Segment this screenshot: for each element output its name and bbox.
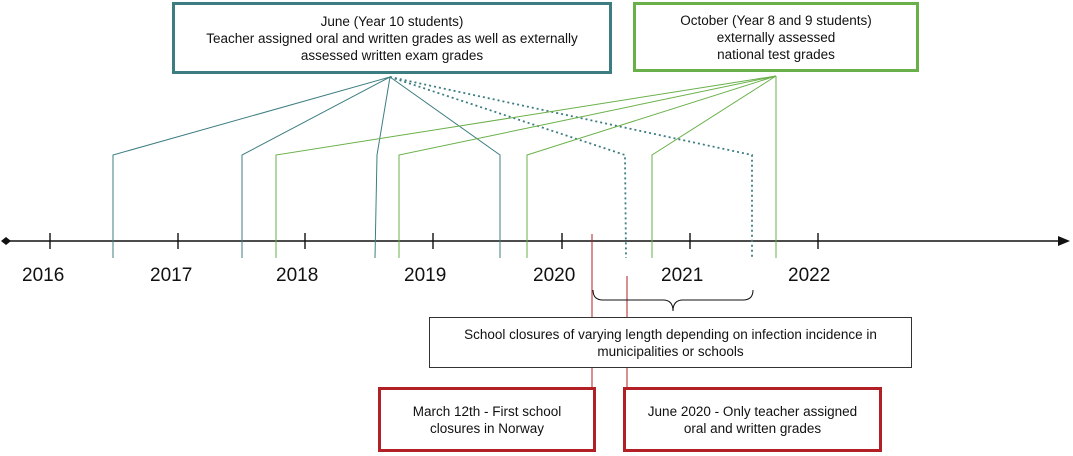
june-2020-box: June 2020 - Only teacher assigned oral a… [623, 387, 882, 452]
closures-box-line-1: School closures of varying length depend… [464, 326, 877, 342]
axis-start-diamond [1, 237, 11, 245]
june2020-box-line-2: oral and written grades [683, 420, 822, 436]
year-label-2021: 2021 [661, 265, 704, 286]
year-label-2020: 2020 [533, 265, 576, 286]
year-label-2016: 2016 [22, 265, 65, 286]
october-connector-2018 [398, 75, 777, 258]
march-12th-box: March 12th - First school closures in No… [378, 387, 596, 452]
june-year10-box: June (Year 10 students) Teacher assigned… [172, 2, 612, 74]
october-box-line-3: national test grades [717, 46, 835, 62]
october-year8-9-box: October (Year 8 and 9 students) external… [633, 2, 919, 72]
june-connector-2016 [112, 76, 391, 258]
june-connector-2018 [374, 76, 391, 259]
march-box-line-1: March 12th - First school [412, 403, 562, 419]
june-connector-2017 [241, 76, 391, 258]
june2020-box-line-1: June 2020 - Only teacher assigned [647, 403, 858, 419]
june-connector-2019 [389, 76, 501, 258]
closure-brace [592, 289, 754, 312]
june-box-line-3: assessed written exam grades [300, 47, 484, 63]
june-box-line-1: June (Year 10 students) [320, 13, 464, 29]
axis-ticks [49, 233, 819, 249]
october-connectors [275, 75, 777, 258]
closures-box-line-2: municipalities or schools [597, 343, 744, 359]
year-label-2019: 2019 [404, 265, 447, 286]
june-connectors [112, 76, 753, 259]
october-box-line-2: externally assessed [716, 29, 836, 45]
school-closures-box: School closures of varying length depend… [429, 317, 912, 368]
october-box-line-1: October (Year 8 and 9 students) [680, 12, 872, 28]
october-connector-2020 [651, 75, 777, 258]
year-label-2017: 2017 [150, 265, 193, 286]
axis-arrowhead [1058, 236, 1070, 246]
year-label-2018: 2018 [276, 265, 319, 286]
march-box-line-2: closures in Norway [429, 420, 545, 436]
june-box-line-2: Teacher assigned oral and written grades… [206, 30, 578, 46]
june-connector-2020 [389, 76, 627, 259]
october-connector-2017 [275, 75, 777, 258]
october-connector-2019 [526, 75, 777, 258]
june-connector-2021 [389, 76, 753, 258]
year-label-2022: 2022 [788, 265, 831, 286]
